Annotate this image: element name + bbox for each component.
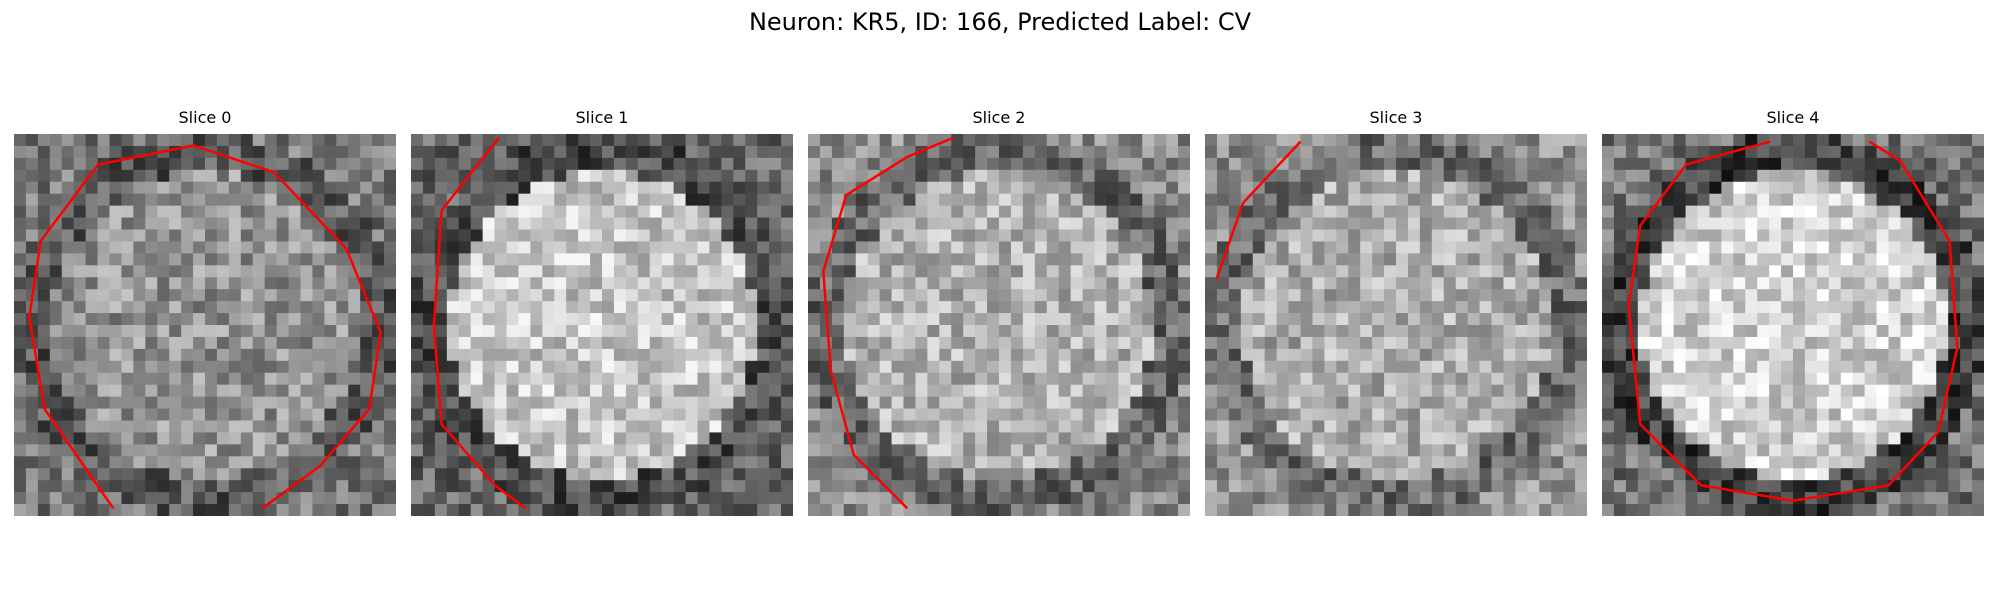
pixel-grid	[808, 134, 1190, 516]
pixel-grid	[411, 134, 793, 516]
contour-line	[28, 144, 382, 510]
slice-image	[1205, 134, 1587, 516]
slice-panel-0: Slice 0	[14, 108, 396, 516]
slice-title: Slice 1	[575, 108, 629, 127]
slice-image	[14, 134, 396, 516]
pixel-grid	[1205, 134, 1587, 516]
pixel-grid	[1602, 134, 1984, 516]
slice-image	[411, 134, 793, 516]
slice-image	[1602, 134, 1984, 516]
contour-line	[1627, 140, 1959, 502]
slice-title: Slice 2	[972, 108, 1026, 127]
pixel-grid	[14, 134, 396, 516]
slice-panel-3: Slice 3	[1205, 108, 1587, 516]
contour-line	[822, 136, 954, 510]
slice-panel-1: Slice 1	[411, 108, 793, 516]
slice-panel-4: Slice 4	[1602, 108, 1984, 516]
slice-title: Slice 3	[1369, 108, 1423, 127]
slice-title: Slice 0	[178, 108, 232, 127]
figure-title: Neuron: KR5, ID: 166, Predicted Label: C…	[748, 8, 1252, 36]
contour-line	[432, 137, 527, 510]
slice-title: Slice 4	[1766, 108, 1820, 127]
contour-line	[1215, 140, 1302, 280]
slice-image	[808, 134, 1190, 516]
slice-panel-2: Slice 2	[808, 108, 1190, 516]
